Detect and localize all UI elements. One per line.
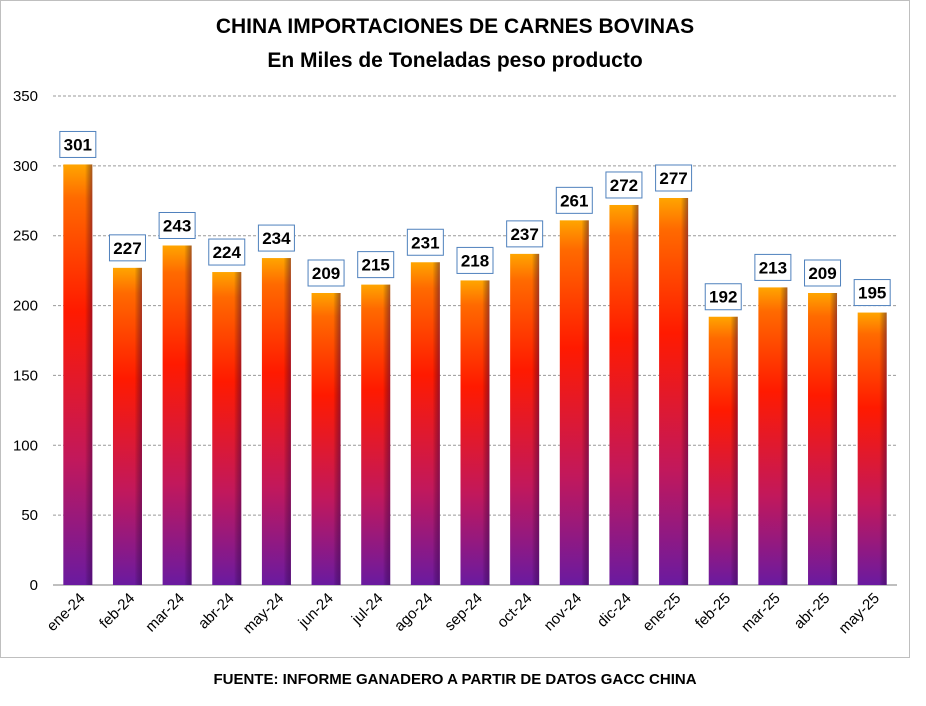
data-label-box — [257, 224, 295, 252]
x-tick-labels: ene-24 feb-24 mar-24 abr-24 may-24 jun-24 jul-… — [44, 590, 883, 637]
chart-title: CHINA IMPORTACIONES DE CARNES BOVINAS — [216, 15, 694, 38]
data-label-box — [555, 186, 593, 214]
data-label-box — [853, 279, 891, 307]
data-label: 272 — [610, 176, 638, 195]
data-label-box — [754, 253, 792, 281]
data-label: 277 — [659, 169, 687, 188]
data-label-box — [605, 171, 643, 199]
data-label-box — [655, 164, 693, 192]
x-tick-label: mar-24 — [142, 590, 188, 636]
x-tick-label: jun-24 — [295, 590, 337, 632]
x-tick-label: jul-24 — [348, 590, 387, 629]
data-label-box — [456, 246, 494, 274]
data-label: 209 — [312, 264, 340, 283]
data-label-box — [704, 283, 742, 311]
bar-shade — [758, 287, 788, 585]
x-tick-label: ago-24 — [391, 590, 436, 635]
bar-shade — [112, 267, 142, 585]
y-tick-label: 250 — [13, 228, 38, 245]
x-tick-label: may-24 — [240, 590, 287, 637]
data-label: 224 — [213, 243, 242, 262]
y-tick-labels: 0 50 100 150 200 250 300 350 — [13, 88, 38, 594]
bar-shade — [609, 204, 639, 585]
bar-shade — [361, 284, 391, 585]
data-label: 195 — [858, 284, 886, 303]
bar-shade — [410, 262, 440, 585]
data-label: 215 — [362, 256, 390, 275]
chart-frame — [0, 0, 910, 658]
y-tick-label: 100 — [13, 437, 38, 454]
bar-shade — [510, 253, 540, 585]
data-label-box — [307, 259, 345, 287]
x-tick-label: ene-24 — [44, 590, 89, 635]
x-tick-label: may-25 — [836, 590, 883, 637]
data-label: 192 — [709, 288, 737, 307]
bar-shade — [460, 280, 490, 585]
x-tick-label: nov-24 — [541, 590, 585, 634]
data-label-box — [158, 211, 196, 239]
bars — [63, 164, 887, 586]
data-label-box — [108, 234, 146, 262]
x-tick-label: abr-25 — [791, 590, 834, 633]
y-tick-label: 350 — [13, 88, 38, 105]
bar-shade — [808, 292, 838, 585]
data-label: 243 — [163, 216, 191, 235]
chart-subtitle: En Miles de Toneladas peso producto — [267, 49, 642, 72]
data-label-box — [506, 220, 544, 248]
bar-shade — [708, 316, 738, 585]
x-tick-label: feb-25 — [692, 590, 734, 632]
x-tick-label: feb-24 — [96, 590, 138, 632]
x-tick-label: mar-25 — [738, 590, 784, 636]
y-tick-label: 150 — [13, 367, 38, 384]
data-label-box — [59, 130, 97, 158]
x-tick-label: dic-24 — [594, 590, 635, 631]
data-label: 231 — [411, 233, 439, 252]
y-tick-label: 300 — [13, 158, 38, 175]
y-tick-label: 50 — [21, 507, 38, 524]
data-label: 209 — [808, 264, 836, 283]
bar-shade — [212, 272, 242, 585]
bar-shade — [63, 164, 93, 585]
data-label-box — [357, 251, 395, 279]
bar-shade — [261, 258, 291, 585]
x-tick-label: abr-24 — [195, 590, 238, 633]
x-tick-label: sep-24 — [441, 590, 485, 634]
data-label-box — [804, 259, 842, 287]
data-label: 218 — [461, 251, 489, 270]
y-tick-label: 200 — [13, 298, 38, 315]
x-tick-label: oct-24 — [494, 590, 536, 632]
source-note: FUENTE: INFORME GANADERO A PARTIR DE DAT… — [213, 671, 697, 688]
bar-shade — [311, 292, 341, 585]
y-tick-label: 0 — [30, 577, 38, 594]
bar-shade — [559, 220, 589, 586]
bar-shade — [162, 245, 192, 585]
data-label: 261 — [560, 191, 588, 210]
data-label-box — [406, 228, 444, 256]
bar-shade — [857, 312, 887, 585]
data-label: 234 — [262, 229, 291, 248]
data-label-box — [208, 238, 246, 266]
data-labels: 301 227 243 224 234 209 215 231 218 237 261 272 277 1… — [59, 130, 891, 311]
data-label: 237 — [510, 225, 538, 244]
data-label: 301 — [64, 135, 92, 154]
x-tick-label: ene-25 — [639, 590, 684, 635]
data-label: 227 — [113, 239, 141, 258]
data-label: 213 — [759, 258, 787, 277]
bar-shade — [659, 197, 689, 585]
